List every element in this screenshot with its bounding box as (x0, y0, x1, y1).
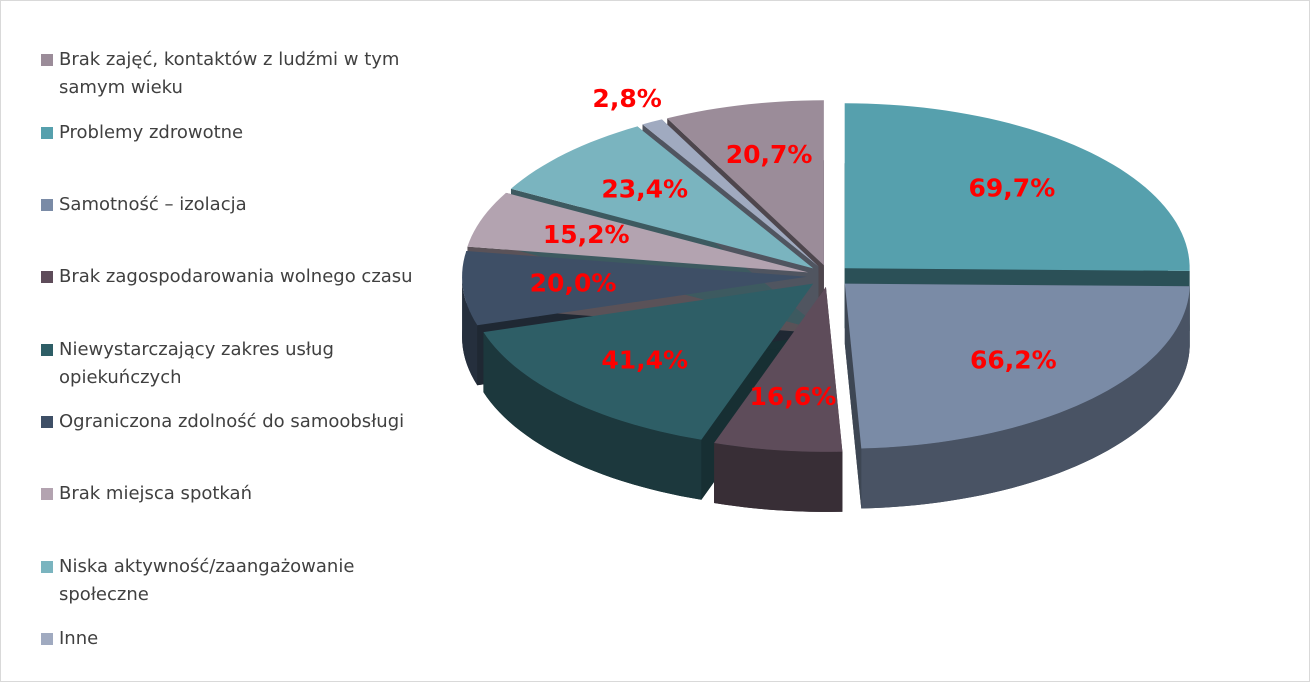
legend-item: Niska aktywność/zaangażowanie społeczne (41, 553, 441, 609)
legend-swatch (41, 344, 53, 356)
data-label: 16,6% (750, 382, 837, 411)
slice-side (714, 442, 843, 512)
legend-swatch (41, 54, 53, 66)
legend-swatch (41, 633, 53, 645)
legend-label: Niska aktywność/zaangażowanie społeczne (59, 556, 355, 605)
legend-swatch (41, 127, 53, 139)
legend-swatch (41, 199, 53, 211)
data-label: 20,7% (726, 140, 813, 169)
slice (462, 250, 808, 326)
slice (642, 119, 819, 267)
slice-side (483, 332, 702, 500)
slice-side (462, 276, 478, 386)
legend-label: Niewystarczający zakres usług opiekuńczy… (59, 339, 334, 388)
legend-item: Problemy zdrowotne (41, 119, 441, 147)
slice-side (861, 286, 1190, 509)
data-label: 66,2% (970, 346, 1057, 375)
slice (467, 192, 809, 273)
legend-item: Ograniczona zdolność do samoobsługi (41, 408, 441, 436)
legend-swatch (41, 488, 53, 500)
legend-item: Inne (41, 625, 441, 653)
legend-label: Inne (59, 628, 99, 649)
slice (667, 100, 824, 266)
legend-label: Brak zajęć, kontaktów z ludźmi w tym sam… (59, 49, 400, 98)
slice (844, 103, 1190, 271)
data-label: 15,2% (543, 220, 630, 249)
slice (714, 286, 843, 452)
data-label: 23,4% (601, 174, 688, 203)
legend-item: Brak zajęć, kontaktów z ludźmi w tym sam… (41, 46, 441, 102)
legend-swatch (41, 271, 53, 283)
slice (510, 126, 814, 269)
legend-item: Brak zagospodarowania wolnego czasu (41, 263, 441, 291)
legend-label: Brak miejsca spotkań (59, 483, 252, 504)
legend-label: Problemy zdrowotne (59, 122, 244, 143)
slice-cut (844, 283, 862, 509)
data-label: 20,0% (530, 269, 617, 298)
legend-swatch (41, 416, 53, 428)
legend-label: Samotność – izolacja (59, 194, 247, 215)
legend-label: Brak zagospodarowania wolnego czasu (59, 266, 413, 287)
legend-swatch (41, 561, 53, 573)
legend-item: Brak miejsca spotkań (41, 480, 441, 508)
legend-item: Niewystarczający zakres usług opiekuńczy… (41, 336, 441, 392)
legend-item: Samotność – izolacja (41, 191, 441, 219)
data-label: 2,8% (592, 84, 661, 113)
slice (483, 283, 814, 440)
data-label: 69,7% (969, 174, 1056, 203)
legend-label: Ograniczona zdolność do samoobsługi (59, 411, 405, 432)
slice (844, 283, 1190, 449)
data-label: 41,4% (601, 346, 688, 375)
